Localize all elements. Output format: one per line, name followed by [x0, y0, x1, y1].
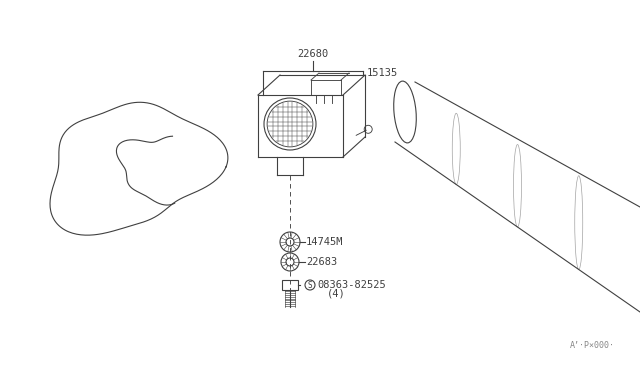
Text: S: S: [308, 280, 312, 289]
Text: 22683: 22683: [306, 257, 337, 267]
Text: 22680: 22680: [298, 49, 328, 59]
Text: 14745M: 14745M: [306, 237, 344, 247]
Text: A’·P×000·: A’·P×000·: [570, 341, 615, 350]
Text: (4): (4): [327, 289, 346, 299]
Text: 08363-82525: 08363-82525: [317, 280, 386, 290]
Text: 15135: 15135: [367, 68, 398, 78]
